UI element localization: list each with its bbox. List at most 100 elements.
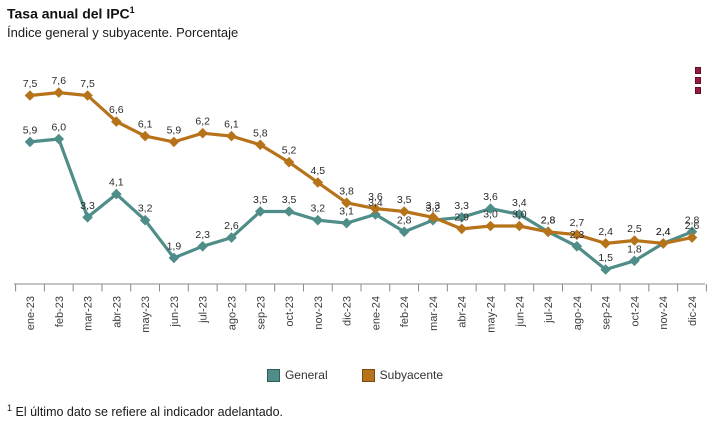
x-axis-label: nov-23	[313, 296, 325, 330]
data-label-general: 6,0	[51, 122, 66, 134]
data-label-general: 3,3	[80, 200, 95, 212]
x-axis-label: oct-23	[284, 296, 296, 327]
legend-label-subyacente: Subyacente	[379, 368, 444, 382]
data-point-general[interactable]	[139, 214, 151, 226]
data-label-subyacente: 3,0	[483, 209, 498, 221]
data-label-general: 5,9	[23, 124, 38, 136]
data-label-general: 4,1	[109, 177, 124, 189]
data-label-subyacente: 6,1	[224, 119, 239, 131]
data-label-general: 3,4	[368, 197, 383, 209]
data-label-subyacente: 2,7	[570, 217, 585, 229]
data-point-subyacente[interactable]	[629, 235, 640, 246]
data-label-general: 3,6	[483, 191, 498, 203]
data-point-general[interactable]	[53, 133, 65, 145]
data-label-subyacente: 5,2	[282, 145, 297, 157]
series-line-general	[28, 137, 694, 272]
data-label-general: 3,5	[253, 194, 268, 206]
data-label-subyacente: 7,6	[51, 75, 66, 87]
menu-square-icon	[695, 67, 701, 74]
x-axis-label: feb-23	[54, 296, 66, 327]
data-label-subyacente: 3,6	[368, 191, 383, 203]
x-axis-label: ago-24	[572, 296, 584, 330]
x-axis-label: mar-24	[428, 296, 440, 331]
data-point-subyacente[interactable]	[542, 226, 554, 238]
data-label-general: 2,8	[685, 214, 700, 226]
data-point-subyacente[interactable]	[571, 229, 583, 240]
data-point-subyacente[interactable]	[111, 116, 122, 127]
data-point-general[interactable]	[283, 206, 295, 217]
data-point-general[interactable]	[226, 232, 237, 243]
data-point-subyacente[interactable]	[197, 127, 208, 139]
data-point-general[interactable]	[686, 226, 698, 238]
data-point-subyacente[interactable]	[657, 238, 669, 249]
data-point-general[interactable]	[398, 226, 410, 238]
chart-legend: General Subyacente	[0, 368, 710, 382]
data-label-subyacente: 4,5	[311, 165, 326, 177]
data-label-general: 3,3	[454, 200, 469, 212]
data-point-subyacente[interactable]	[456, 223, 468, 235]
legend-item-subyacente[interactable]: Subyacente	[361, 368, 444, 382]
data-point-subyacente[interactable]	[427, 212, 439, 223]
data-point-subyacente[interactable]	[686, 232, 698, 243]
data-label-subyacente: 2,4	[656, 226, 671, 238]
x-axis-label: ago-23	[226, 296, 238, 330]
data-point-general[interactable]	[370, 209, 381, 220]
x-axis-label: oct-24	[629, 296, 641, 327]
data-point-subyacente[interactable]	[139, 130, 151, 142]
data-point-subyacente[interactable]	[485, 220, 496, 232]
data-point-general[interactable]	[82, 212, 93, 223]
data-label-general: 3,4	[512, 197, 527, 209]
data-point-subyacente[interactable]	[24, 90, 36, 101]
data-point-general[interactable]	[197, 241, 208, 252]
x-axis-label: mar-23	[83, 296, 95, 331]
data-label-general: 3,2	[311, 203, 326, 215]
data-label-subyacente: 5,9	[167, 124, 182, 136]
x-axis-label: feb-24	[399, 296, 411, 327]
x-axis-label: sep-24	[601, 296, 613, 330]
data-label-general: 2,8	[397, 214, 412, 226]
data-point-subyacente[interactable]	[514, 220, 525, 232]
data-point-subyacente[interactable]	[600, 238, 611, 249]
data-point-general[interactable]	[254, 206, 266, 217]
data-label-subyacente: 3,5	[397, 194, 412, 206]
data-label-subyacente: 3,0	[512, 209, 527, 221]
data-point-subyacente[interactable]	[398, 206, 410, 217]
chart-context-menu-icon[interactable]	[695, 67, 701, 94]
legend-swatch-subyacente	[361, 368, 375, 382]
data-point-general[interactable]	[341, 217, 352, 229]
data-point-general[interactable]	[485, 203, 496, 214]
data-point-general[interactable]	[456, 212, 468, 223]
data-point-general[interactable]	[24, 136, 36, 148]
data-point-general[interactable]	[571, 241, 583, 252]
data-point-subyacente[interactable]	[341, 197, 352, 209]
data-point-subyacente[interactable]	[168, 136, 180, 148]
data-point-general[interactable]	[168, 252, 180, 264]
data-point-general[interactable]	[629, 255, 640, 267]
x-axis-label: abr-23	[111, 296, 123, 328]
data-point-subyacente[interactable]	[53, 87, 65, 98]
data-label-subyacente: 7,5	[80, 78, 95, 90]
data-point-subyacente[interactable]	[226, 130, 237, 142]
data-point-subyacente[interactable]	[312, 177, 324, 188]
data-point-subyacente[interactable]	[370, 203, 381, 214]
data-label-general: 2,8	[541, 214, 556, 226]
data-point-general[interactable]	[312, 214, 324, 226]
x-axis-label: nov-24	[658, 296, 670, 330]
data-label-subyacente: 2,5	[627, 223, 642, 235]
legend-label-general: General	[284, 368, 328, 382]
data-label-general: 3,2	[426, 203, 441, 215]
data-label-general: 2,3	[195, 229, 210, 241]
data-point-subyacente[interactable]	[82, 90, 93, 101]
x-axis-label: ene-23	[25, 296, 37, 330]
x-axis-label: jun-23	[169, 296, 181, 328]
x-axis-label: may-24	[486, 296, 498, 333]
data-point-general[interactable]	[111, 188, 122, 200]
data-label-general: 2,4	[656, 226, 671, 238]
legend-swatch-general	[266, 368, 280, 382]
legend-item-general[interactable]: General	[266, 368, 328, 382]
data-point-general[interactable]	[600, 264, 611, 275]
data-label-subyacente: 2,6	[685, 220, 700, 232]
data-label-general: 2,6	[224, 220, 239, 232]
data-point-general[interactable]	[514, 209, 525, 220]
